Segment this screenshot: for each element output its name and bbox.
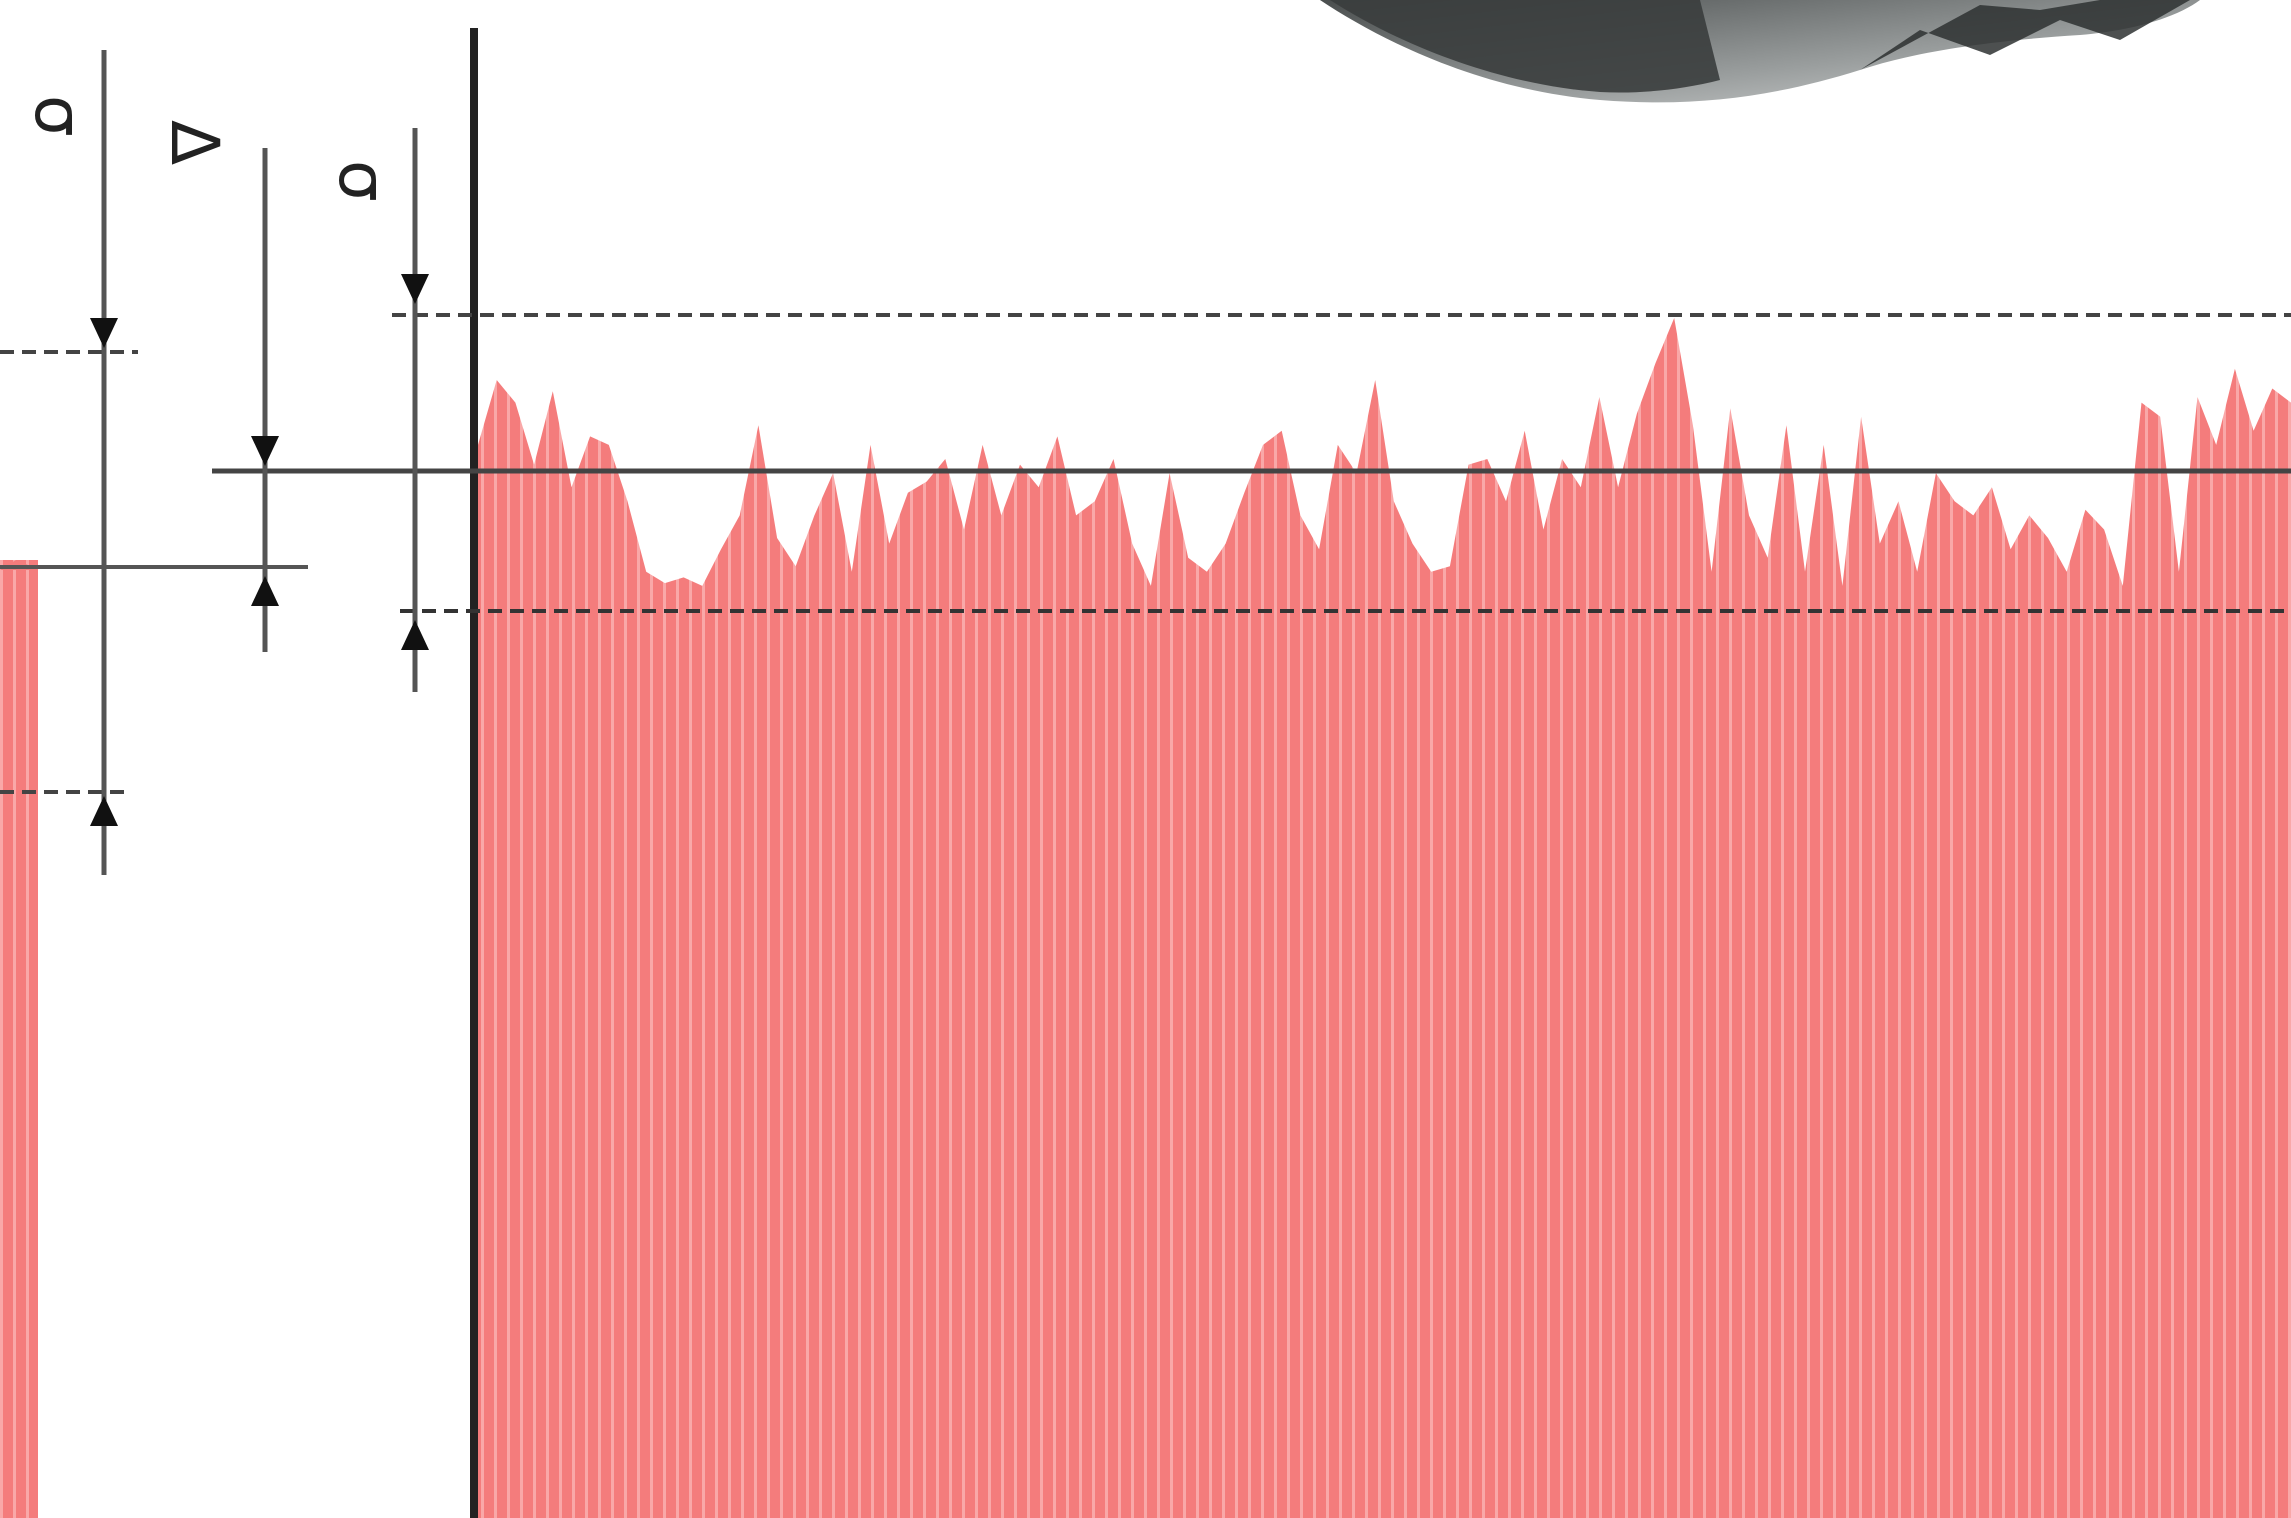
sigma-outer-label: σ: [20, 95, 97, 137]
sigma-inner-dimension: [401, 128, 429, 692]
left-profile-fragment: [0, 560, 38, 1518]
cutting-tool-image: [1320, 0, 2200, 103]
sigma-outer-dimension: [90, 50, 118, 875]
sigma-inner-label: σ: [324, 160, 401, 202]
profile-area: [478, 318, 2291, 1518]
delta-dimension: [251, 148, 279, 652]
surface-profile: [478, 318, 2291, 1518]
delta-label: Δ: [156, 120, 233, 165]
